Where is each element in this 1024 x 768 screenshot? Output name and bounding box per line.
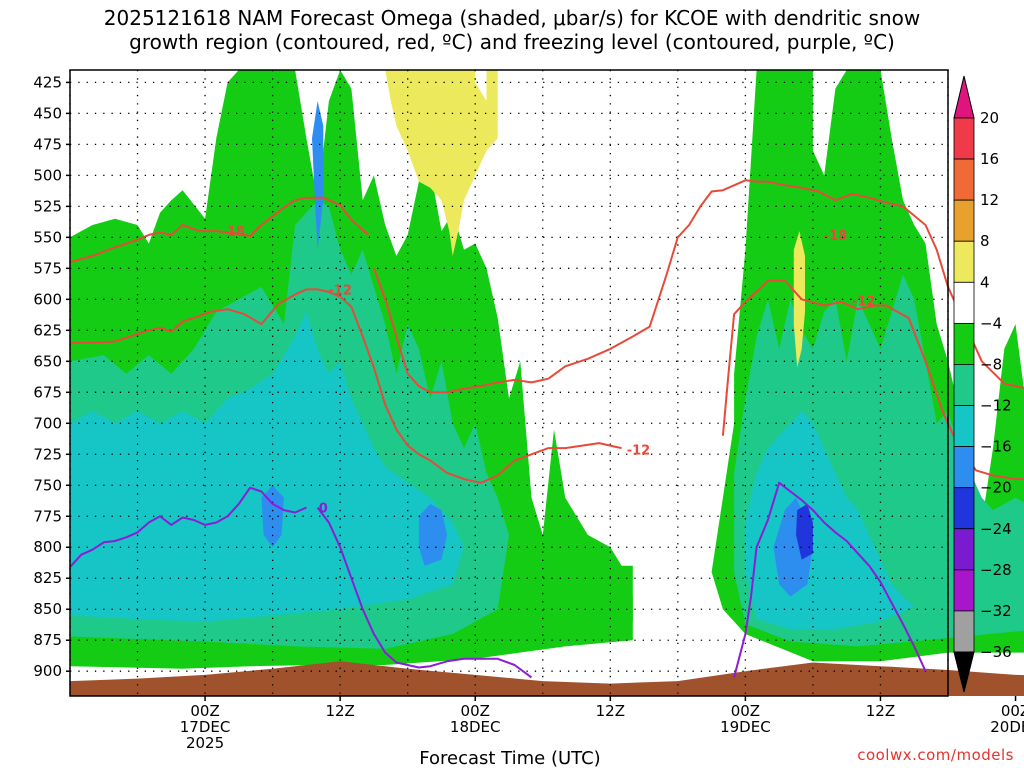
contour-line	[69, 196, 369, 264]
contour-line	[69, 486, 307, 568]
axes: 425 450 475 500 525 550 575 600 625 650 675 700 725 7…	[33, 69, 1024, 752]
colorbar-swatch	[953, 364, 975, 406]
y-tick-label: 625	[33, 321, 62, 339]
x-tick-label: 20DEC	[990, 718, 1024, 736]
y-tick-label: 725	[33, 445, 62, 463]
contour-label: -18	[221, 225, 245, 240]
y-tick-label: 500	[33, 166, 62, 184]
contour-label: -18	[824, 229, 848, 244]
contour-label: -12	[328, 283, 352, 298]
y-tick-label: 675	[33, 383, 62, 401]
contour-line	[547, 179, 904, 380]
colorbar-swatch	[953, 117, 975, 160]
y-tick-label: 550	[33, 228, 62, 246]
omega-fill-12	[385, 70, 498, 256]
colorbar-label: 20	[980, 109, 999, 127]
omega-fill-7	[418, 503, 448, 566]
colorbar-swatch	[953, 322, 975, 365]
y-tick-label: 425	[33, 73, 62, 91]
colorbar-swatch	[953, 528, 975, 571]
x-tick-label: 00Z	[461, 702, 490, 720]
omega-shading	[70, 70, 1024, 696]
x-tick-label: 2025	[186, 734, 224, 752]
colorbar-label: −24	[980, 520, 1012, 538]
colorbar-label: 16	[980, 150, 999, 168]
contour-label: 0	[319, 502, 328, 517]
contour-lines: -18 -18 -12 -12 -12 0	[69, 179, 1024, 679]
source-url[interactable]: coolwx.com/models	[857, 746, 1014, 764]
colorbar-swatch	[953, 158, 975, 201]
y-tick-label: 700	[33, 414, 62, 432]
contour-line	[733, 481, 927, 678]
y-tick-label: 825	[33, 569, 62, 587]
colorbar-label: −16	[980, 438, 1012, 456]
contour-line	[721, 279, 1024, 481]
grid-lines	[69, 70, 949, 696]
x-tick-label: 12Z	[596, 702, 625, 720]
x-tick-label: 18DEC	[450, 718, 501, 736]
x-tick-label: 12Z	[866, 702, 895, 720]
y-tick-label: 475	[33, 135, 62, 153]
x-axis-title: Forecast Time (UTC)	[419, 748, 600, 768]
omega-fill-11	[796, 503, 813, 560]
y-tick-label: 850	[33, 600, 62, 618]
x-tick-label: 12Z	[325, 702, 354, 720]
y-tick-label: 900	[33, 662, 62, 680]
contour-line	[350, 306, 622, 484]
contour-line	[70, 288, 353, 344]
x-tick-label: 00Z	[1001, 702, 1024, 720]
omega-fill-10	[261, 485, 284, 548]
colorbar-swatch	[953, 446, 975, 489]
colorbar-label: −36	[980, 643, 1012, 661]
colorbar-swatch	[953, 405, 975, 448]
colorbar-label: −4	[980, 314, 1002, 332]
contour-line	[902, 205, 1024, 390]
colorbar-swatch	[953, 487, 975, 530]
colorbar-swatch	[953, 240, 975, 283]
contour-line	[372, 267, 549, 394]
contour-label: -12	[627, 443, 651, 458]
y-tick-label: 875	[33, 631, 62, 649]
colorbar-label: −32	[980, 602, 1012, 620]
chart-title: 2025121618 NAM Forecast Omega (shaded, μ…	[0, 6, 1024, 54]
plot-frame	[69, 69, 949, 697]
x-tick-label: 17DEC	[180, 718, 231, 736]
terrain-fill	[70, 661, 1024, 696]
y-tick-label: 575	[33, 259, 62, 277]
omega-fill-8	[312, 101, 324, 250]
colorbar-label: −8	[980, 355, 1002, 373]
colorbar-swatch	[953, 199, 975, 242]
omega-fill-13	[793, 231, 805, 368]
chart-title-line1: 2025121618 NAM Forecast Omega (shaded, μ…	[103, 6, 921, 30]
colorbar-bottom-arrow	[953, 651, 975, 693]
x-tick-label: 00Z	[190, 702, 219, 720]
colorbar-label: −28	[980, 561, 1012, 579]
contour-line	[316, 506, 533, 679]
omega-fill-1	[554, 565, 633, 628]
y-tick-label: 800	[33, 538, 62, 556]
chart-title-line2: growth region (contoured, red, ºC) and f…	[129, 30, 895, 54]
omega-fill-5	[70, 311, 464, 622]
x-tick-label: 00Z	[731, 702, 760, 720]
omega-colorbar: 20 16 12 8 4 −4 −8 −12 −16 −20 −24 −28 −32 −36	[953, 75, 1012, 693]
colorbar-label: −12	[980, 397, 1012, 415]
colorbar-swatch	[953, 610, 975, 653]
colorbar-label: −20	[980, 479, 1012, 497]
colorbar-label: 8	[980, 232, 990, 250]
omega-fill-clear	[632, 646, 723, 678]
y-tick-label: 450	[33, 104, 62, 122]
colorbar-swatch	[953, 281, 975, 324]
y-tick-label: 650	[33, 352, 62, 370]
y-tick-label: 600	[33, 290, 62, 308]
y-tick-label: 750	[33, 476, 62, 494]
contour-label: -12	[852, 295, 876, 310]
colorbar-top-arrow	[953, 75, 975, 119]
colorbar-label: 12	[980, 191, 999, 209]
y-tick-label: 525	[33, 197, 62, 215]
colorbar-label: 4	[980, 273, 990, 291]
x-tick-label: 19DEC	[720, 718, 771, 736]
colorbar-swatch	[953, 569, 975, 612]
y-tick-label: 775	[33, 507, 62, 525]
